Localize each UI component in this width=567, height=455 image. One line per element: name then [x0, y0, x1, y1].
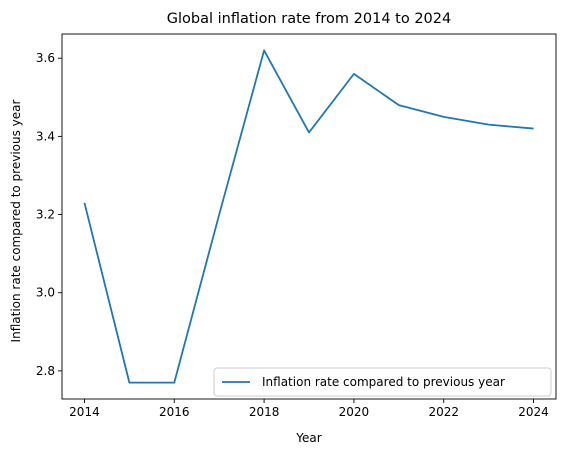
x-tick-label: 2020 [339, 405, 370, 419]
x-tick-label: 2014 [69, 405, 100, 419]
series-line [83, 49, 534, 384]
y-tick-label: 3.2 [36, 208, 55, 222]
x-tick-label: 2022 [428, 405, 459, 419]
y-tick-label: 3.4 [36, 129, 55, 143]
x-axis-label: Year [295, 431, 321, 445]
legend-box [213, 367, 552, 397]
axes-frame [61, 33, 557, 400]
x-tick-label: 2016 [159, 405, 190, 419]
y-axis-label: Inflation rate compared to previous year [9, 99, 23, 342]
chart-title: Global inflation rate from 2014 to 2024 [167, 11, 451, 27]
x-tick-label: 2018 [249, 405, 280, 419]
plot-area: 2014 2016 2018 2020 2022 2024 2.8 3.0 3.2 3.4 3.6 [36, 33, 557, 419]
legend-label: Inflation rate compared to previous year [262, 375, 505, 389]
y-tick-label: 3.0 [36, 286, 55, 300]
y-tick-label: 2.8 [36, 364, 55, 378]
x-tick-label: 2024 [518, 405, 549, 419]
y-tick-label: 3.6 [36, 51, 55, 65]
legend: Inflation rate compared to previous year [213, 367, 552, 397]
